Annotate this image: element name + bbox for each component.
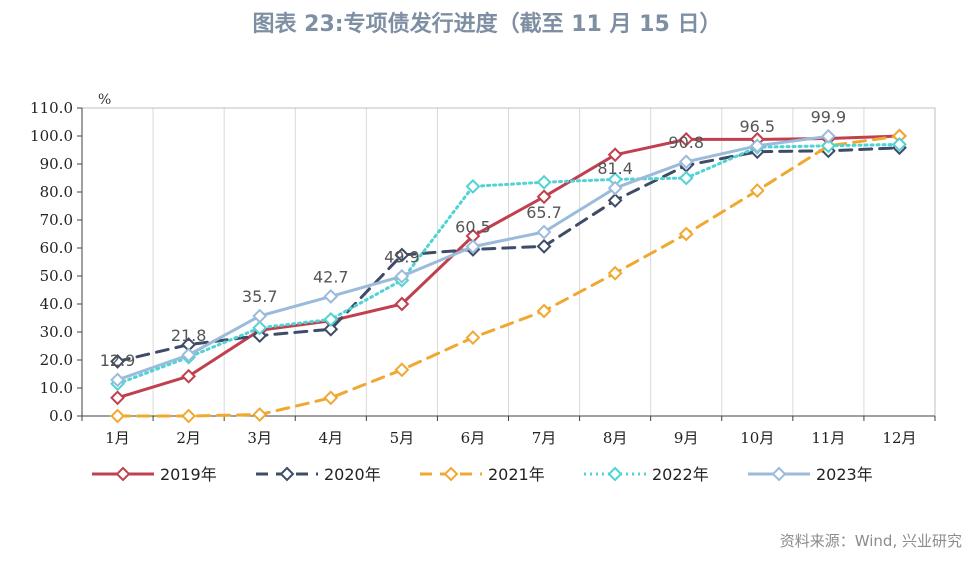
- data-point-2023年: [394, 268, 410, 284]
- data-point-2020年: [536, 238, 552, 254]
- data-point-2023年: [181, 347, 197, 363]
- x-tick-label: 7月: [532, 429, 557, 447]
- x-tick-label: 6月: [461, 429, 486, 447]
- legend-label: 2023年: [816, 465, 873, 484]
- series-line-2020年: [116, 146, 901, 363]
- data-point-2022年: [323, 311, 339, 327]
- data-point-2022年: [465, 178, 481, 194]
- data-point-2022年: [678, 170, 694, 186]
- data-label: 21.8: [171, 326, 207, 345]
- legend-marker-2020年: [279, 466, 295, 482]
- y-tick-label: 70.0: [40, 211, 73, 229]
- data-point-2023年: [749, 138, 765, 154]
- legend-label: 2022年: [652, 465, 709, 484]
- y-tick-label: 100.0: [30, 127, 73, 145]
- x-tick-label: 12月: [882, 429, 916, 447]
- data-point-2022年: [820, 138, 836, 154]
- data-point-2021年: [110, 408, 125, 424]
- data-label: 90.8: [668, 133, 704, 152]
- data-point-2023年: [820, 128, 836, 144]
- source-note: 资料来源：Wind, 兴业研究: [779, 532, 962, 550]
- y-axis-unit: %: [98, 92, 111, 108]
- legend-label: 2020年: [324, 465, 381, 484]
- y-tick-label: 90.0: [40, 155, 73, 173]
- data-point-2022年: [536, 174, 552, 190]
- data-point-2023年: [678, 154, 694, 170]
- legend-label: 2021年: [488, 465, 545, 484]
- legend-marker-2021年: [443, 466, 459, 482]
- x-tick-label: 1月: [105, 429, 130, 447]
- data-point-2021年: [394, 362, 410, 378]
- chart-title: 图表 23:专项债发行进度（截至 11 月 15 日）: [252, 12, 722, 37]
- series-line-2021年: [116, 134, 901, 418]
- data-label: 96.5: [739, 117, 775, 136]
- data-point-2022年: [892, 136, 907, 152]
- data-point-2021年: [536, 303, 552, 319]
- data-label: 99.9: [811, 107, 847, 126]
- data-point-2023年: [323, 289, 339, 304]
- data-point-2019年: [536, 189, 552, 205]
- data-point-2021年: [465, 330, 481, 346]
- data-label: 12.9: [100, 351, 136, 370]
- data-point-2021年: [607, 265, 623, 281]
- x-tick-label: 2月: [176, 429, 201, 447]
- data-point-2023年: [465, 239, 481, 255]
- data-point-2019年: [607, 147, 623, 163]
- data-point-2020年: [252, 328, 268, 344]
- data-point-2023年: [252, 308, 268, 324]
- legend-marker-2019年: [115, 466, 131, 482]
- x-tick-label: 4月: [319, 429, 344, 447]
- data-point-2020年: [110, 353, 125, 369]
- legend-label: 2019年: [160, 465, 217, 484]
- data-point-2021年: [323, 390, 339, 406]
- y-tick-label: 30.0: [40, 323, 73, 341]
- x-tick-label: 8月: [603, 429, 628, 447]
- x-tick-label: 3月: [247, 429, 272, 447]
- x-tick-label: 9月: [674, 429, 699, 447]
- y-tick-label: 110.0: [30, 99, 73, 117]
- data-label: 65.7: [526, 203, 562, 222]
- data-point-2023年: [607, 180, 623, 196]
- data-point-2019年: [181, 368, 197, 384]
- y-tick-label: 80.0: [40, 183, 73, 201]
- data-point-2021年: [678, 226, 694, 242]
- y-tick-label: 10.0: [40, 379, 73, 397]
- data-point-2020年: [394, 247, 410, 263]
- data-point-2022年: [252, 320, 268, 336]
- data-label: 42.7: [313, 267, 349, 286]
- y-tick-label: 20.0: [40, 351, 73, 369]
- data-point-2023年: [536, 224, 552, 240]
- data-point-2020年: [323, 321, 339, 337]
- data-point-2021年: [749, 183, 765, 199]
- data-point-2023年: [110, 372, 125, 388]
- legend-marker-2023年: [771, 466, 787, 482]
- data-point-2020年: [607, 192, 623, 208]
- series-line-2022年: [116, 142, 901, 386]
- data-point-2019年: [110, 390, 125, 406]
- legend-marker-2022年: [607, 466, 623, 482]
- y-tick-label: 60.0: [40, 239, 73, 257]
- data-point-2021年: [252, 407, 268, 423]
- data-point-2021年: [181, 408, 197, 424]
- x-tick-label: 5月: [390, 429, 415, 447]
- data-point-2019年: [678, 131, 694, 147]
- x-tick-label: 11月: [811, 429, 845, 447]
- data-label: 49.9: [384, 247, 420, 266]
- data-label: 60.5: [455, 218, 491, 237]
- data-label: 81.4: [597, 159, 633, 178]
- data-label: 35.7: [242, 287, 278, 306]
- x-tick-label: 10月: [740, 429, 774, 447]
- y-tick-label: 50.0: [40, 267, 73, 285]
- y-tick-label: 40.0: [40, 295, 73, 313]
- y-tick-label: 0.0: [49, 407, 73, 425]
- data-point-2019年: [394, 296, 410, 312]
